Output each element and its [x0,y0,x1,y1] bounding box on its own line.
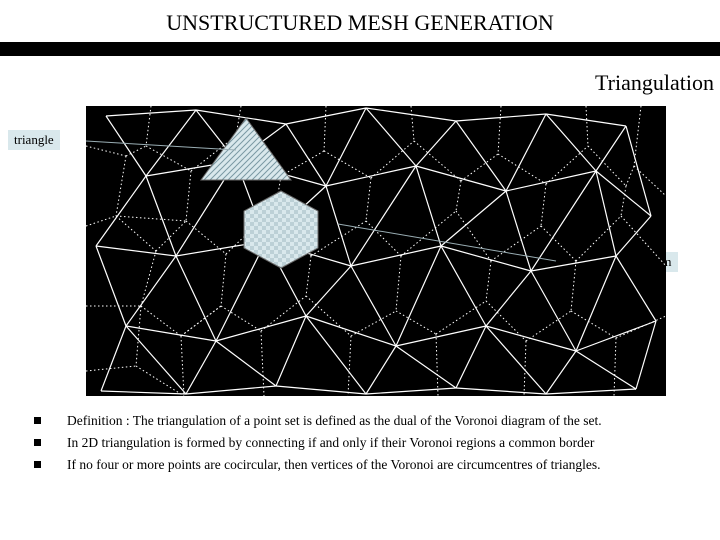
mesh-diagram [86,106,666,396]
subtitle: Triangulation [0,56,720,102]
label-triangle: triangle [8,130,60,150]
list-item: Definition : The triangulation of a poin… [34,412,694,430]
bullet-icon [34,461,41,468]
page-title: UNSTRUCTURED MESH GENERATION [0,0,720,42]
mesh-svg [86,106,666,396]
bullet-text: If no four or more points are cocircular… [67,456,601,474]
list-item: In 2D triangulation is formed by connect… [34,434,694,452]
bullet-text: In 2D triangulation is formed by connect… [67,434,594,452]
bullet-text: Definition : The triangulation of a poin… [67,412,602,430]
bullet-icon [34,417,41,424]
list-item: If no four or more points are cocircular… [34,456,694,474]
bullet-icon [34,439,41,446]
definition-list: Definition : The triangulation of a poin… [34,412,694,479]
title-divider [0,42,720,56]
